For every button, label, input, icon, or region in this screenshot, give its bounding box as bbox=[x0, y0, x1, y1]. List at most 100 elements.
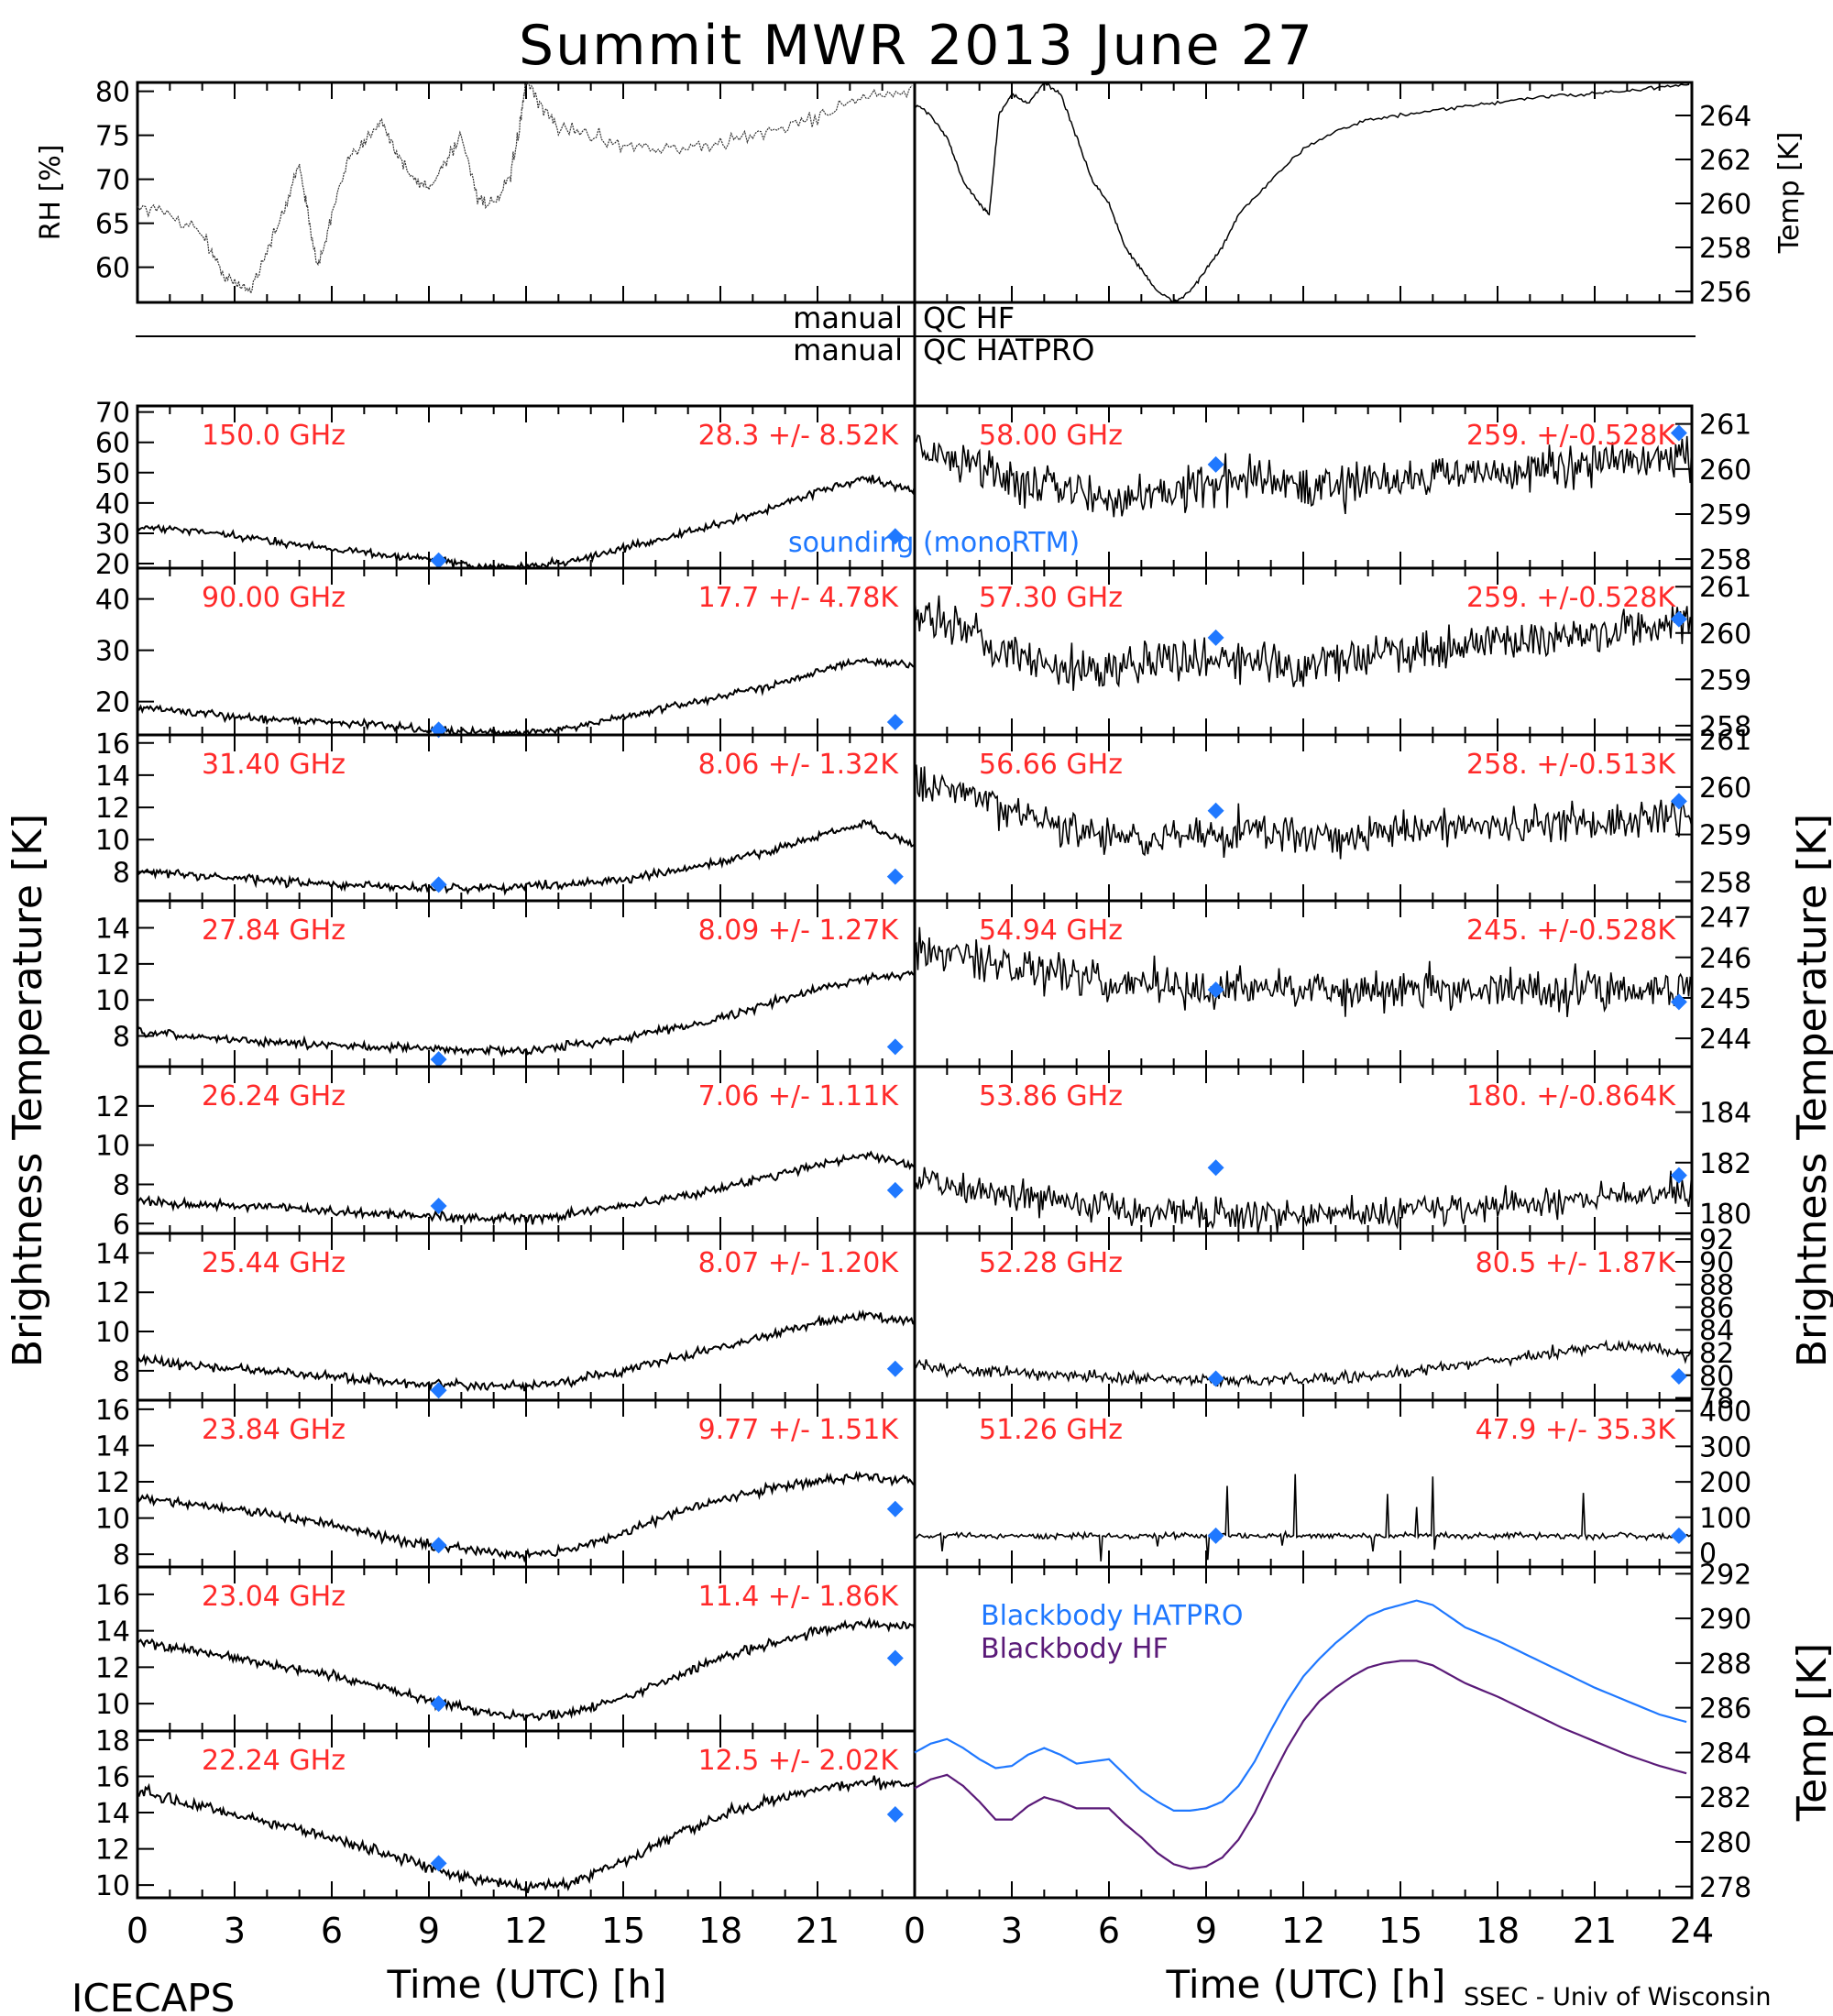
icecaps-label: ICECAPS bbox=[71, 1976, 235, 2016]
y-tick-label: 90 bbox=[1699, 1247, 1734, 1279]
y-tick-label: 14 bbox=[95, 1430, 130, 1463]
channel-stats-label: 47.9 +/- 35.3K bbox=[1476, 1414, 1677, 1446]
y-tick-label: 300 bbox=[1699, 1431, 1751, 1463]
x-tick-label: 21 bbox=[796, 1911, 840, 1951]
x-tick-label: 21 bbox=[1573, 1911, 1617, 1951]
y-tick-label: 8 bbox=[113, 1356, 130, 1388]
x-tick-label: 18 bbox=[698, 1911, 742, 1951]
channel-stats-label: 12.5 +/- 2.02K bbox=[698, 1745, 900, 1777]
y-tick-label: 200 bbox=[1699, 1467, 1751, 1499]
x-axis-label-left: Time (UTC) [h] bbox=[387, 1962, 667, 2007]
x-tick-label: 0 bbox=[904, 1911, 926, 1951]
x-tick-label: 3 bbox=[224, 1911, 246, 1951]
panel-ch2624: 6 8 10 12 26.24 GHz 7.06 +/- 1.11K bbox=[95, 1065, 916, 1241]
y-tick-label: 6 bbox=[113, 1209, 130, 1241]
sounding-point bbox=[886, 868, 904, 885]
sounding-point bbox=[430, 1695, 447, 1713]
panel-rh: 60 65 70 75 80 RH [%] bbox=[35, 77, 916, 304]
y-tick-label: 10 bbox=[95, 1504, 130, 1536]
bb-legend-0: Blackbody HATPRO bbox=[981, 1600, 1244, 1632]
channel-trace bbox=[914, 764, 1693, 860]
y-tick-label: 14 bbox=[95, 914, 130, 946]
qc-hf-label: QC HF bbox=[923, 301, 1015, 335]
sounding-point bbox=[1670, 993, 1687, 1011]
sounding-point bbox=[430, 552, 447, 569]
credit-label: SSEC - Univ of Wisconsin bbox=[1464, 1983, 1771, 2011]
y-tick-label: 8 bbox=[113, 1539, 130, 1572]
y-tick-label: 290 bbox=[1699, 1604, 1751, 1636]
panel-frame bbox=[913, 81, 1694, 304]
sounding-point bbox=[1670, 1527, 1687, 1544]
channel-trace bbox=[137, 1775, 916, 1893]
y-tick-label: 20 bbox=[95, 549, 130, 581]
sounding-point bbox=[1670, 1167, 1687, 1184]
x-tick-label: 18 bbox=[1476, 1911, 1520, 1951]
sounding-point bbox=[430, 1537, 447, 1554]
y-tick-label: 180 bbox=[1699, 1199, 1751, 1231]
y-tick-label: 260 bbox=[1699, 619, 1751, 651]
y-tick-label: 260 bbox=[1699, 455, 1751, 487]
channel-frequency-label: 23.84 GHz bbox=[202, 1414, 346, 1446]
sounding-point bbox=[886, 1181, 904, 1199]
y-tick-label: 16 bbox=[95, 1761, 130, 1793]
qc-area: manual QC HF manual QC HATPRO bbox=[136, 301, 1696, 367]
sounding-point bbox=[430, 1051, 447, 1068]
y-tick-label: 12 bbox=[95, 949, 130, 981]
channel-stats-label: 8.09 +/- 1.27K bbox=[698, 915, 900, 947]
x-tick-label: 24 bbox=[1670, 1911, 1714, 1951]
y-tick-label: 292 bbox=[1699, 1559, 1751, 1591]
y-tick-label: 247 bbox=[1699, 903, 1751, 935]
y-tick-label: 16 bbox=[95, 1395, 130, 1427]
y-tick-label: 88 bbox=[1699, 1270, 1734, 1302]
channel-stats-label: 259. +/-0.528K bbox=[1466, 420, 1676, 452]
channel-trace bbox=[914, 1474, 1693, 1561]
sounding-point bbox=[1207, 802, 1224, 819]
channel-frequency-label: 51.26 GHz bbox=[979, 1414, 1123, 1446]
y-tick-label: 82 bbox=[1699, 1338, 1734, 1370]
y-tick-label: 60 bbox=[95, 253, 130, 285]
panel-ch5800: 258 259 260 261 58.00 GHz 259. +/-0.528K bbox=[913, 404, 1751, 576]
x-tick-label: 15 bbox=[601, 1911, 645, 1951]
channel-trace bbox=[914, 1339, 1693, 1388]
y-tick-label: 10 bbox=[95, 1689, 130, 1721]
channel-stats-label: 8.07 +/- 1.20K bbox=[698, 1247, 900, 1279]
y-tick-label: 259 bbox=[1699, 820, 1751, 852]
y-tick-label: 258 bbox=[1699, 544, 1751, 576]
x-axis-ticks: 0 3 6 9 12 15 18 21 0 3 6 9 12 15 18 21 24 bbox=[126, 1911, 1714, 1951]
y-tick-label: 10 bbox=[95, 1317, 130, 1349]
y-tick-label: 10 bbox=[95, 1870, 130, 1902]
channel-stats-label: 28.3 +/- 8.52K bbox=[698, 420, 900, 452]
panel-frame bbox=[136, 81, 916, 304]
channel-frequency-label: 27.84 GHz bbox=[202, 915, 346, 947]
channel-frequency-label: 31.40 GHz bbox=[202, 749, 346, 781]
y-tick-label: 278 bbox=[1699, 1872, 1751, 1904]
sounding-point bbox=[1670, 793, 1687, 810]
channel-stats-label: 11.4 +/- 1.86K bbox=[698, 1581, 900, 1613]
channel-stats-label: 17.7 +/- 4.78K bbox=[698, 582, 900, 614]
panel-ch90: 20 30 40 90.00 GHz 17.7 +/- 4.78K bbox=[95, 566, 916, 739]
channel-frequency-label: 52.28 GHz bbox=[979, 1247, 1123, 1279]
channel-trace bbox=[914, 926, 1693, 1017]
y-tick-label: 80 bbox=[1699, 1361, 1734, 1393]
y-tick-label: 12 bbox=[95, 1652, 130, 1684]
y-tick-label: 182 bbox=[1699, 1148, 1751, 1180]
y-tick-label: 78 bbox=[1699, 1384, 1734, 1416]
y-tick-label: 264 bbox=[1699, 101, 1751, 133]
y-tick-label: 400 bbox=[1699, 1397, 1751, 1429]
y-tick-label: 40 bbox=[95, 488, 130, 520]
bb-axis-label: Temp [K] bbox=[1789, 1643, 1833, 1822]
y-tick-label: 75 bbox=[95, 121, 130, 153]
channel-trace bbox=[914, 594, 1693, 691]
channel-frequency-label: 54.94 GHz bbox=[979, 915, 1123, 947]
y-tick-label: 282 bbox=[1699, 1782, 1751, 1814]
channel-frequency-label: 90.00 GHz bbox=[202, 582, 346, 614]
x-tick-label: 6 bbox=[1098, 1911, 1120, 1951]
channel-frequency-label: 23.04 GHz bbox=[202, 1581, 346, 1613]
sounding-point bbox=[430, 1198, 447, 1215]
y-tick-label: 8 bbox=[113, 1169, 130, 1201]
y-tick-label: 16 bbox=[95, 729, 130, 761]
